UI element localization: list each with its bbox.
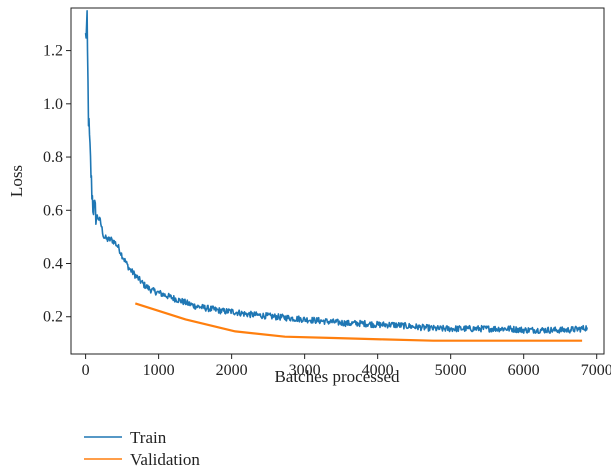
legend-label-validation: Validation: [130, 450, 200, 469]
y-axis-label: Loss: [7, 165, 26, 197]
x-tick-label: 2000: [216, 362, 248, 379]
series-lines: [84, 10, 588, 342]
x-tick-label: 7000: [581, 362, 611, 379]
y-tick-label: 1.0: [43, 96, 63, 113]
y-tick-label: 0.6: [43, 202, 63, 219]
y-tick-label: 0.8: [43, 149, 63, 166]
series-line-validation: [134, 302, 583, 342]
y-tick-label: 1.2: [43, 43, 63, 60]
x-tick-label: 6000: [508, 362, 540, 379]
y-tick-label: 0.4: [43, 256, 63, 273]
x-axis-ticks: 0 1000 2000 3000 4000 5000 6000 7000: [82, 354, 611, 379]
legend: Train Validation: [84, 428, 200, 469]
series-line-train: [84, 10, 588, 335]
x-tick-label: 0: [82, 362, 90, 379]
x-axis-label: Batches processed: [274, 367, 400, 386]
y-tick-label: 0.2: [43, 309, 63, 326]
x-tick-label: 1000: [143, 362, 175, 379]
x-tick-label: 5000: [435, 362, 467, 379]
y-axis-ticks: 0.2 0.4 0.6 0.8 1.0 1.2: [43, 43, 71, 326]
x-tick-label: 3000: [289, 362, 321, 379]
x-tick-label: 4000: [362, 362, 394, 379]
legend-label-train: Train: [130, 428, 167, 447]
plot-area: [70, 7, 605, 355]
